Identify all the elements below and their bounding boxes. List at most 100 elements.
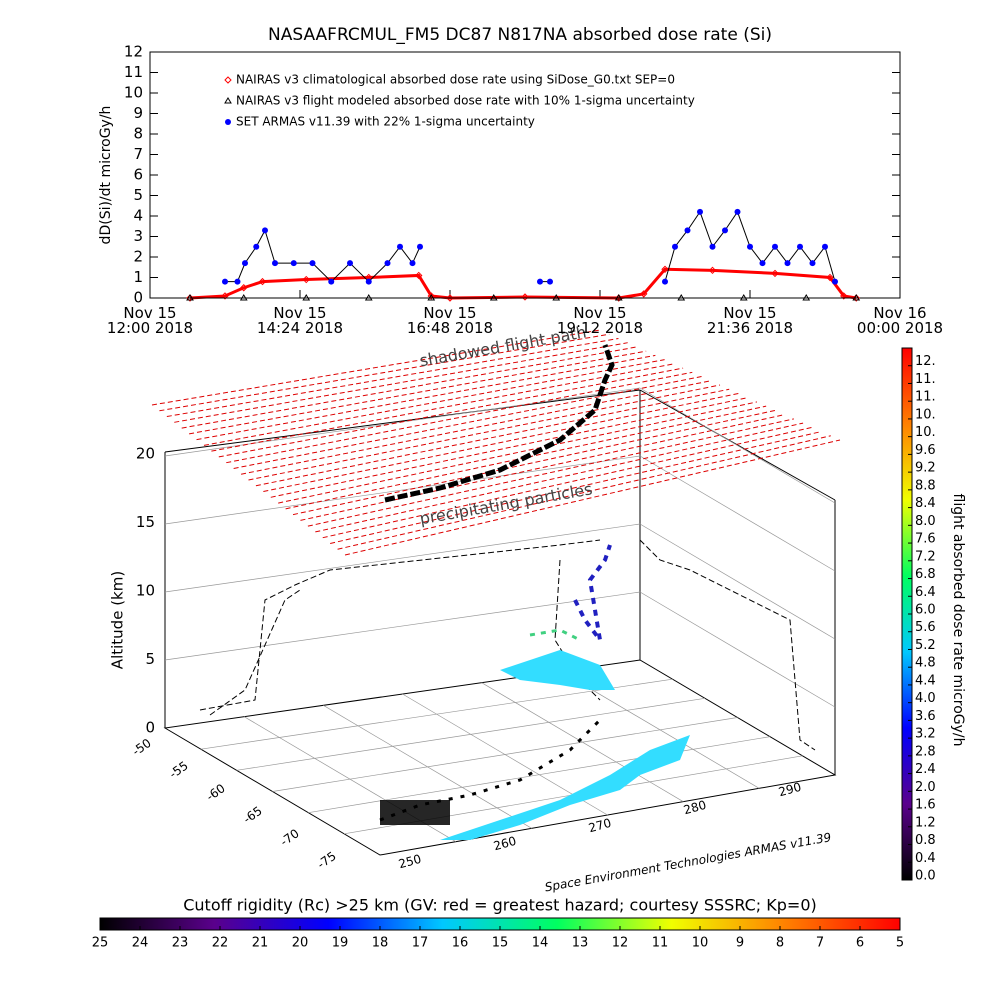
marker — [365, 278, 372, 285]
z-tick-label: 0 — [145, 719, 155, 737]
y-tick-label: 4 — [133, 207, 143, 225]
colorbar-tick-label: 0.0 — [915, 869, 936, 884]
marker — [489, 294, 498, 301]
colorbar-tick-label: 4.4 — [915, 673, 936, 688]
y-tick-label: 9 — [133, 104, 143, 122]
flight-path — [384, 344, 615, 503]
colorbar-tick-label: 2.8 — [915, 744, 936, 759]
marker — [186, 294, 194, 302]
plane-line — [174, 342, 628, 423]
marker — [840, 292, 848, 300]
top-edge — [164, 389, 641, 453]
blob — [440, 735, 690, 840]
x-tick-label: Nov 15 19:12 2018 — [556, 304, 644, 337]
y-tick-label: 6 — [133, 166, 143, 184]
z-tick-label: 5 — [145, 650, 155, 668]
colorbar-tick-label: 8 — [776, 936, 784, 951]
marker — [640, 290, 648, 298]
y-tick-label: 3 — [133, 227, 143, 245]
grid-line-3d — [639, 387, 836, 504]
lat-tick-label: -55 — [167, 758, 191, 781]
plane-line — [292, 409, 776, 516]
colorbar-title: Cutoff rigidity (Rc) >25 km (GV: red = g… — [183, 896, 817, 915]
x-tick-label: Nov 15 21:36 2018 — [706, 304, 794, 337]
series-line — [189, 267, 857, 300]
marker — [832, 278, 838, 285]
colorbar-tick-label: 12. — [915, 354, 936, 369]
plane-line — [270, 397, 748, 498]
marker — [302, 294, 311, 301]
plane-line — [300, 414, 785, 521]
marker — [852, 294, 861, 301]
colorbar-tick-label: 18 — [372, 936, 389, 951]
marker — [242, 260, 248, 267]
z-axis-label: Altitude (km) — [109, 571, 127, 669]
grid-line-3d — [639, 591, 836, 708]
marker — [684, 227, 691, 234]
marker — [802, 294, 811, 301]
lon-tick-label: 260 — [492, 834, 518, 853]
colorbar-tick-label: 10. — [915, 407, 936, 422]
marker — [852, 294, 860, 302]
marker — [239, 294, 248, 301]
colorbar-tick-label: 16 — [452, 936, 469, 951]
particles — [440, 544, 690, 840]
marker — [552, 294, 561, 301]
marker — [697, 208, 703, 215]
marker — [615, 294, 623, 302]
plane-line — [278, 401, 758, 504]
colorbar-tick-label: 23 — [172, 936, 189, 951]
marker — [427, 294, 436, 301]
grid-line-3d — [560, 671, 760, 789]
credit: Space Environment Technologies ARMAS v11… — [544, 830, 833, 894]
x-tick-label: Nov 15 14:24 2018 — [256, 304, 344, 337]
x-tick-label: Nov 15 12:00 2018 — [106, 304, 194, 337]
x-tick-label: Nov 16 00:00 2018 — [856, 304, 944, 337]
plane-line — [151, 329, 601, 406]
y-tick-label: 7 — [133, 145, 143, 163]
lat-tick-label: -60 — [204, 781, 228, 804]
colorbar-tick-label: 5 — [896, 936, 904, 951]
plane-line — [159, 333, 610, 412]
shadow-cluster — [380, 800, 450, 825]
dashes — [573, 544, 612, 642]
marker — [186, 294, 194, 301]
marker — [708, 266, 717, 275]
colorbar-tick-label: 6.0 — [915, 603, 936, 618]
marker — [222, 278, 228, 285]
colorbar-tick-label: 3.2 — [915, 727, 936, 742]
marker — [415, 271, 423, 280]
colorbar-tick-label: 8.8 — [915, 478, 936, 493]
marker — [722, 227, 728, 234]
colorbar-tick-label: 12 — [612, 936, 629, 951]
y-tick-label: 0 — [133, 289, 143, 307]
marker — [446, 294, 454, 302]
marker — [272, 260, 278, 267]
marker — [547, 278, 553, 285]
marker — [240, 284, 248, 292]
marker — [747, 243, 753, 250]
colorbar-tick-label: 11 — [652, 936, 669, 951]
marker — [258, 277, 267, 286]
y-tick-label: 12 — [124, 43, 143, 61]
colorbar-tick-label: 11. — [915, 372, 936, 387]
grid-line-3d — [639, 455, 836, 572]
y-axis-label: dD(Si)/dt microGy/h — [98, 106, 114, 245]
marker — [221, 292, 229, 300]
legend-marker — [225, 119, 231, 125]
marker — [734, 208, 741, 215]
colorbar-tick-label: 24 — [132, 936, 149, 951]
colorbar-tick-label: 0.4 — [915, 851, 936, 866]
colorbar-tick-label: 2.0 — [915, 780, 936, 795]
colorbar-tick-label: 20 — [292, 936, 309, 951]
colorbar-tick-label: 9.2 — [915, 461, 936, 476]
chart-title: NASAAFRCMUL_FM5 DC87 N817NA absorbed dos… — [268, 25, 772, 45]
colorbar-tick-label: 13 — [572, 936, 589, 951]
colorbar-tick-label: 9.6 — [915, 443, 936, 458]
colorbar-label: flight absorbed dose rate microGy/h — [950, 494, 966, 747]
track — [209, 589, 301, 716]
colorbar-tick-label: 7.6 — [915, 532, 936, 547]
marker — [328, 278, 335, 285]
plane-line — [330, 431, 822, 544]
